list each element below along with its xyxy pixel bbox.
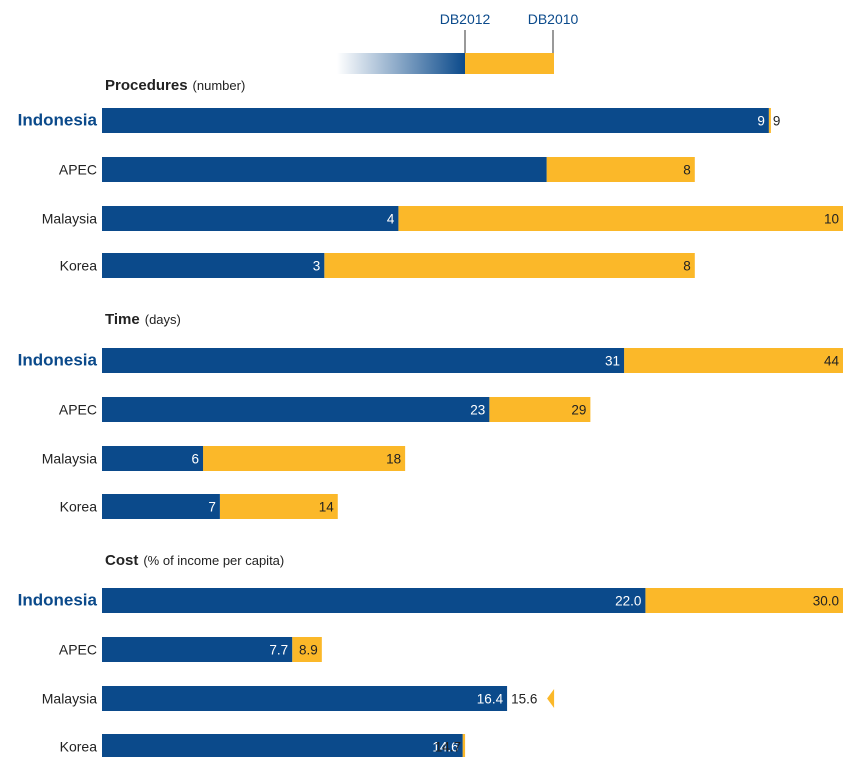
bar-row-indonesia: Indonesia 22.0 30.0 <box>18 588 843 613</box>
value-label-db2010: 8 <box>683 163 691 178</box>
panel-title: Procedures (number) <box>105 77 245 94</box>
category-label-malaysia: Malaysia <box>42 691 97 707</box>
bar-db2012 <box>102 253 325 278</box>
bar-db2012 <box>102 348 625 373</box>
category-label-apec: APEC <box>59 642 97 658</box>
panel-title: Cost (% of income per capita) <box>105 552 284 569</box>
bar-db2010 <box>645 588 843 613</box>
value-label-db2010: 14.7 <box>435 740 461 755</box>
bar-db2012 <box>102 446 204 471</box>
bar-db2012 <box>102 686 508 711</box>
db2010-marker <box>768 108 771 133</box>
value-label-db2012: 23 <box>470 403 485 418</box>
bar-row-korea: Korea 3 8 <box>60 253 695 278</box>
legend-db2012-label: DB2012 <box>440 11 491 27</box>
value-label-db2010: 8.9 <box>299 643 318 658</box>
bar-db2012 <box>102 206 399 231</box>
bar-row-malaysia: Malaysia 16.4 15.6 <box>42 686 555 711</box>
category-label-korea: Korea <box>60 499 98 515</box>
bar-db2010 <box>546 157 695 182</box>
value-label-db2012: 7.7 <box>269 643 288 658</box>
bar-db2010 <box>219 494 338 519</box>
bar-row-korea: Korea 14.614.7 <box>60 734 466 757</box>
value-label-db2010: 14 <box>319 500 335 515</box>
value-label-db2012: 6 <box>192 452 200 467</box>
panel-title: Time (days) <box>105 311 181 328</box>
chart-panels: Procedures (number) Indonesia 9 9 APEC 8 Malays… <box>18 77 843 757</box>
bar-row-malaysia: Malaysia 6 18 <box>42 446 406 471</box>
legend-db2010-swatch <box>465 53 554 74</box>
value-label-db2012: 7 <box>208 500 216 515</box>
bar-db2010 <box>398 206 843 231</box>
value-label-db2012: 14.6 <box>432 740 458 755</box>
bar-db2010 <box>624 348 843 373</box>
bar-db2012 <box>102 588 646 613</box>
legend: DB2012 DB2010 <box>337 11 579 74</box>
value-label-db2012: 31 <box>605 354 620 369</box>
panel-unit: (number) <box>193 78 246 93</box>
category-label-indonesia: Indonesia <box>18 351 98 370</box>
value-label-db2010: 10 <box>824 212 839 227</box>
db2010-marker <box>547 689 555 708</box>
legend-db2010-label: DB2010 <box>528 11 579 27</box>
bar-db2012 <box>102 637 293 662</box>
panel-title-text: Procedures <box>105 77 188 94</box>
panel-unit: (days) <box>145 312 181 327</box>
bar-db2012 <box>102 108 769 133</box>
category-label-apec: APEC <box>59 402 97 418</box>
bar-row-apec: APEC 7.7 8.9 <box>59 637 322 662</box>
value-label-db2012: 3 <box>313 259 321 274</box>
value-label-db2010: 44 <box>824 354 840 369</box>
bar-db2010 <box>324 253 695 278</box>
bar-db2012 <box>102 397 490 422</box>
bar-row-apec: APEC 23 29 <box>59 397 591 422</box>
category-label-korea: Korea <box>60 739 98 755</box>
value-label-db2012: 9 <box>757 114 765 129</box>
bar-row-indonesia: Indonesia 9 9 <box>18 108 781 133</box>
bar-db2010 <box>203 446 406 471</box>
bar-db2010 <box>462 734 466 757</box>
category-label-malaysia: Malaysia <box>42 211 97 227</box>
panel-time: Time (days) Indonesia 31 44 APEC 23 29 Malaysia 6… <box>18 311 843 519</box>
value-label-db2010: 29 <box>571 403 586 418</box>
category-label-malaysia: Malaysia <box>42 451 97 467</box>
value-label-db2010: 9 <box>773 114 781 129</box>
panel-title-text: Time <box>105 311 140 328</box>
category-label-korea: Korea <box>60 258 98 274</box>
bar-db2012 <box>102 157 547 182</box>
value-label-db2012: 16.4 <box>477 692 504 707</box>
category-label-indonesia: Indonesia <box>18 591 98 610</box>
bar-db2010 <box>292 637 322 662</box>
panel-title-text: Cost <box>105 552 138 569</box>
panel-unit: (% of income per capita) <box>143 553 284 568</box>
category-label-indonesia: Indonesia <box>18 111 98 130</box>
value-label-db2010: 15.6 <box>511 692 537 707</box>
bar-row-indonesia: Indonesia 31 44 <box>18 348 843 373</box>
value-label-db2010: 8 <box>683 259 691 274</box>
legend-db2012-swatch <box>337 53 465 74</box>
value-label-db2012: 22.0 <box>615 594 641 609</box>
bar-row-apec: APEC 8 <box>59 157 695 182</box>
value-label-db2010: 18 <box>386 452 401 467</box>
panel-cost: Cost (% of income per capita) Indonesia 22.… <box>18 552 843 757</box>
category-label-apec: APEC <box>59 162 97 178</box>
bar-db2012 <box>102 734 463 757</box>
panel-procedures: Procedures (number) Indonesia 9 9 APEC 8 Malays… <box>18 77 843 278</box>
bar-row-malaysia: Malaysia 4 10 <box>42 206 843 231</box>
bar-row-korea: Korea 7 14 <box>60 494 338 519</box>
value-label-db2010: 30.0 <box>813 594 839 609</box>
bar-db2012 <box>102 494 220 519</box>
bar-db2010 <box>489 397 591 422</box>
value-label-db2012: 4 <box>387 212 395 227</box>
